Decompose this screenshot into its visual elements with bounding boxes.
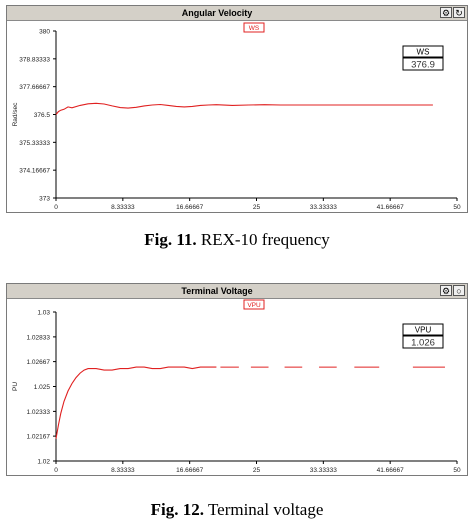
y-axis-label: Rad/sec bbox=[12, 102, 19, 127]
x-tick-label: 0 bbox=[54, 204, 58, 211]
x-tick-label: 16.66667 bbox=[176, 204, 203, 211]
readout-label-box bbox=[402, 323, 444, 336]
terminal-voltage-panel: Terminal Voltage ⚙ ○ 1.02 1.02167 1.02333 1… bbox=[6, 283, 468, 476]
series-line bbox=[55, 366, 217, 439]
y-tick-label: 1.02167 bbox=[27, 434, 51, 441]
readout-label-box bbox=[402, 45, 444, 58]
legend-label: VPU bbox=[247, 302, 261, 309]
y-tick-label: 1.02 bbox=[37, 459, 50, 466]
x-tick-label: 41.66667 bbox=[377, 467, 404, 474]
figure-text: REX-10 frequency bbox=[200, 230, 330, 249]
y-tick-label: 1.02833 bbox=[27, 334, 51, 341]
legend-box bbox=[243, 299, 265, 310]
figure-label: Fig. 12. bbox=[150, 500, 204, 519]
readout-value: 1.026 bbox=[411, 338, 435, 349]
x-tick-label: 25 bbox=[253, 467, 261, 474]
x-tick-label: 0 bbox=[54, 467, 58, 474]
stop-icon[interactable]: ○ bbox=[453, 285, 465, 296]
y-tick-label: 1.03 bbox=[37, 310, 50, 317]
series-line bbox=[55, 102, 433, 115]
legend-box bbox=[243, 22, 265, 33]
readout-value-box bbox=[402, 335, 444, 349]
y-tick-label: 1.025 bbox=[34, 384, 51, 391]
x-tick-label: 33.33333 bbox=[310, 204, 337, 211]
y-tick-label: 377.66667 bbox=[19, 84, 50, 91]
figure-caption: Fig. 12. Terminal voltage bbox=[0, 500, 474, 520]
y-tick-label: 1.02667 bbox=[27, 359, 51, 366]
y-tick-label: 375.33333 bbox=[19, 140, 50, 147]
figure-caption: Fig. 11. REX-10 frequency bbox=[0, 230, 474, 250]
terminal-voltage-chart: 1.02 1.02167 1.02333 1.025 1.02667 1.02833 1.0… bbox=[12, 299, 461, 474]
angular-velocity-panel: Angular Velocity ⚙ ↻ 373 374.16667 375.333… bbox=[6, 5, 468, 213]
settings-icon[interactable]: ⚙ bbox=[440, 7, 452, 18]
y-tick-label: 374.16667 bbox=[19, 168, 50, 175]
readout-value: 376.9 bbox=[411, 60, 435, 71]
refresh-icon[interactable]: ↻ bbox=[453, 7, 465, 18]
x-tick-label: 8.33333 bbox=[111, 204, 135, 211]
y-tick-label: 376.5 bbox=[34, 112, 51, 119]
panel-title-bar: Terminal Voltage ⚙ ○ bbox=[7, 284, 467, 299]
readout-label: WS bbox=[417, 48, 430, 57]
x-tick-label: 50 bbox=[453, 204, 461, 211]
y-tick-label: 1.02333 bbox=[27, 409, 51, 416]
panel-title-bar: Angular Velocity ⚙ ↻ bbox=[7, 6, 467, 21]
figure-text: Terminal voltage bbox=[207, 500, 324, 519]
readout-value-box bbox=[402, 57, 444, 71]
x-tick-label: 50 bbox=[453, 467, 461, 474]
panel-title: Angular Velocity bbox=[181, 8, 253, 18]
angular-velocity-chart: 373 374.16667 375.33333 376.5 377.66667 378.8… bbox=[12, 22, 461, 211]
x-tick-label: 33.33333 bbox=[310, 467, 337, 474]
x-tick-label: 16.66667 bbox=[176, 467, 203, 474]
figure-label: Fig. 11. bbox=[144, 230, 197, 249]
y-axis-label: PU bbox=[12, 382, 19, 391]
y-tick-label: 378.83333 bbox=[19, 56, 50, 63]
y-tick-label: 380 bbox=[39, 29, 50, 36]
x-tick-label: 8.33333 bbox=[111, 467, 135, 474]
x-tick-label: 41.66667 bbox=[377, 204, 404, 211]
readout-label: VPU bbox=[415, 326, 432, 335]
settings-icon[interactable]: ⚙ bbox=[440, 285, 452, 296]
panel-title: Terminal Voltage bbox=[181, 286, 253, 296]
x-tick-label: 25 bbox=[253, 204, 261, 211]
legend-label: WS bbox=[249, 25, 260, 32]
y-tick-label: 373 bbox=[39, 196, 50, 203]
